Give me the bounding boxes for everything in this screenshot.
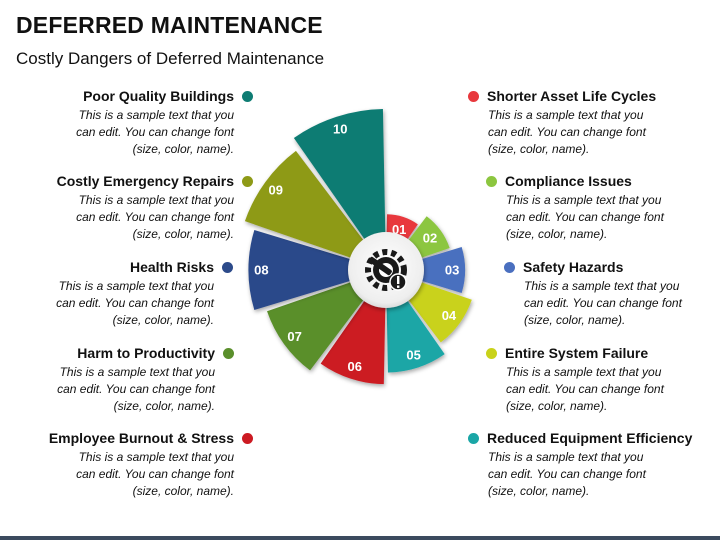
item-heading: Reduced Equipment Efficiency — [487, 430, 693, 446]
item-employee-burnout-stress: Employee Burnout & Stress This is a samp… — [13, 429, 253, 500]
item-heading: Shorter Asset Life Cycles — [487, 88, 657, 104]
item-reduced-equipment-efficiency: Reduced Equipment Efficiency This is a s… — [468, 429, 708, 500]
segment-number-04: 04 — [442, 308, 457, 323]
item-desc-line: (size, color, name). — [112, 313, 214, 327]
item-health-risks: Health Risks This is a sample text that … — [0, 258, 233, 329]
item-desc-line: This is a sample text that you — [78, 193, 234, 207]
item-desc-line: This is a sample text that you — [78, 108, 234, 122]
item-heading: Employee Burnout & Stress — [48, 430, 234, 446]
center-hub — [348, 232, 424, 308]
item-desc-line: (size, color, name). — [113, 399, 215, 413]
item-desc-line: This is a sample text that you — [506, 365, 662, 379]
item-compliance-issues: Compliance Issues This is a sample text … — [486, 172, 720, 243]
item-safety-hazards: Safety Hazards This is a sample text tha… — [504, 258, 720, 329]
bullet-dot-icon — [222, 261, 233, 273]
item-heading: Entire System Failure — [505, 345, 649, 361]
item-desc-line: (size, color, name). — [132, 142, 234, 156]
item-desc-line: can edit. You can change font — [488, 467, 646, 481]
item-desc-line: (size, color, name). — [524, 313, 626, 327]
item-heading: Poor Quality Buildings — [83, 88, 234, 104]
page-title: DEFERRED MAINTENANCE — [16, 12, 323, 38]
wheel-segment-09 — [244, 150, 368, 261]
segment-number-03: 03 — [445, 263, 459, 278]
item-entire-system-failure: Entire System Failure This is a sample t… — [486, 344, 720, 415]
wheel-segment-08 — [248, 230, 358, 310]
bullet-dot-icon — [486, 347, 497, 359]
item-desc-line: can edit. You can change font — [57, 382, 215, 396]
item-desc-line: This is a sample text that you — [506, 193, 662, 207]
segment-number-02: 02 — [423, 231, 437, 246]
item-poor-quality-buildings: Poor Quality Buildings This is a sample … — [13, 87, 253, 158]
bullet-dot-icon — [486, 175, 497, 187]
item-desc-line: (size, color, name). — [132, 484, 234, 498]
segment-number-06: 06 — [347, 359, 361, 374]
item-desc-line: This is a sample text that you — [58, 279, 214, 293]
bullet-dot-icon — [242, 90, 253, 102]
item-heading: Compliance Issues — [505, 173, 632, 189]
bullet-dot-icon — [242, 175, 253, 187]
item-desc-line: This is a sample text that you — [488, 108, 644, 122]
item-desc-line: can edit. You can change font — [76, 467, 234, 481]
footer-bar — [0, 536, 720, 540]
item-desc-line: can edit. You can change font — [76, 210, 234, 224]
wheel-segment-06 — [320, 294, 386, 385]
wheel-segment-04 — [404, 279, 472, 343]
item-desc-line: (size, color, name). — [506, 399, 608, 413]
item-desc-line: This is a sample text that you — [524, 279, 680, 293]
item-desc-line: This is a sample text that you — [488, 450, 644, 464]
segment-number-10: 10 — [333, 122, 347, 137]
item-desc-line: This is a sample text that you — [78, 450, 234, 464]
item-costly-emergency-repairs: Costly Emergency Repairs This is a sampl… — [13, 172, 253, 243]
item-desc-line: can edit. You can change font — [506, 210, 664, 224]
item-desc-line: can edit. You can change font — [488, 125, 646, 139]
bullet-dot-icon — [223, 347, 234, 359]
wheel-segment-07 — [267, 279, 368, 371]
item-desc-line: (size, color, name). — [488, 142, 590, 156]
segment-number-05: 05 — [406, 348, 420, 363]
gear-wrench-warning-icon — [365, 249, 407, 291]
segment-number-09: 09 — [268, 182, 282, 197]
item-heading: Harm to Productivity — [77, 345, 215, 361]
item-shorter-asset-life-cycles: Shorter Asset Life Cycles This is a samp… — [468, 87, 708, 158]
wheel-segment-03 — [414, 247, 466, 293]
item-heading: Health Risks — [129, 259, 214, 275]
segment-number-08: 08 — [254, 263, 268, 278]
item-harm-to-productivity: Harm to Productivity This is a sample te… — [0, 344, 234, 415]
item-desc-line: (size, color, name). — [132, 227, 234, 241]
item-desc-line: (size, color, name). — [506, 227, 608, 241]
bullet-dot-icon — [468, 432, 479, 444]
bullet-dot-icon — [504, 261, 515, 273]
item-desc-line: This is a sample text that you — [59, 365, 215, 379]
item-heading: Costly Emergency Repairs — [56, 173, 234, 189]
bullet-dot-icon — [468, 90, 479, 102]
item-desc-line: can edit. You can change font — [56, 296, 214, 310]
segment-number-07: 07 — [287, 329, 301, 344]
item-desc-line: (size, color, name). — [488, 484, 590, 498]
item-desc-line: can edit. You can change font — [76, 125, 234, 139]
item-desc-line: can edit. You can change font — [506, 382, 664, 396]
segment-number-01: 01 — [392, 222, 406, 237]
bullet-dot-icon — [242, 432, 253, 444]
wheel-segment-05 — [386, 294, 445, 373]
page-subtitle: Costly Dangers of Deferred Maintenance — [16, 49, 325, 68]
item-desc-line: can edit. You can change font — [524, 296, 682, 310]
item-heading: Safety Hazards — [523, 259, 624, 275]
wheel-segment-10 — [293, 109, 386, 246]
